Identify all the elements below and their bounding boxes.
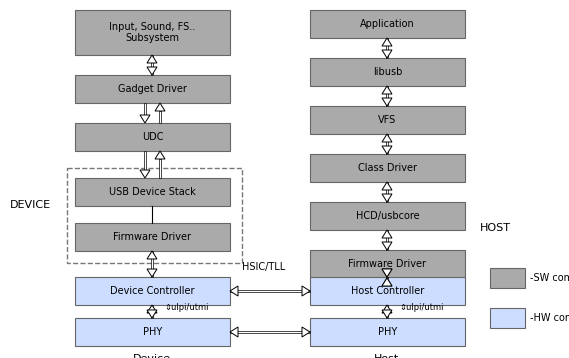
Text: PHY: PHY <box>143 327 162 337</box>
Bar <box>310 154 465 182</box>
Bar <box>75 123 230 151</box>
Polygon shape <box>147 269 157 277</box>
Polygon shape <box>382 50 392 58</box>
Text: Firmware Driver: Firmware Driver <box>113 232 192 242</box>
Bar <box>75 75 230 103</box>
Polygon shape <box>147 305 157 313</box>
Text: PHY: PHY <box>378 327 397 337</box>
Text: Host: Host <box>374 354 399 358</box>
Bar <box>386 134 387 154</box>
Polygon shape <box>382 146 392 154</box>
Text: ⇕ulpi/utmi: ⇕ulpi/utmi <box>399 304 443 313</box>
Text: Device Controller: Device Controller <box>110 286 195 296</box>
Text: -HW comp: -HW comp <box>530 313 569 323</box>
Polygon shape <box>147 67 157 75</box>
Polygon shape <box>382 86 392 94</box>
Polygon shape <box>140 115 150 123</box>
Bar <box>310 106 465 134</box>
Text: Gadget Driver: Gadget Driver <box>118 84 187 94</box>
Bar <box>75 178 230 206</box>
Bar <box>159 111 161 123</box>
Text: HOST: HOST <box>480 223 511 233</box>
Polygon shape <box>382 194 392 202</box>
Bar <box>75 277 230 305</box>
Bar <box>386 38 387 58</box>
Text: -SW comp: -SW comp <box>530 273 569 283</box>
Polygon shape <box>382 278 392 286</box>
Polygon shape <box>382 182 392 190</box>
Polygon shape <box>230 286 238 296</box>
Polygon shape <box>155 151 165 159</box>
Bar <box>151 55 152 75</box>
Bar <box>145 151 146 170</box>
Text: VFS: VFS <box>378 115 397 125</box>
Polygon shape <box>302 327 310 337</box>
Polygon shape <box>382 98 392 106</box>
Bar <box>386 182 387 202</box>
Bar <box>159 159 161 178</box>
Bar <box>230 290 310 292</box>
Polygon shape <box>382 230 392 238</box>
Bar <box>67 168 242 263</box>
Text: HCD/usbcore: HCD/usbcore <box>356 211 419 221</box>
Bar <box>386 277 387 278</box>
Text: HSIC/TLL: HSIC/TLL <box>242 262 286 272</box>
Bar <box>75 318 230 346</box>
Bar <box>386 305 387 318</box>
Bar <box>490 308 525 328</box>
Bar <box>310 277 465 305</box>
Text: libusb: libusb <box>373 67 402 77</box>
Bar <box>310 318 465 346</box>
Bar <box>151 305 152 318</box>
Bar <box>386 230 387 250</box>
Polygon shape <box>382 38 392 46</box>
Bar <box>310 202 465 230</box>
Text: USB Device Stack: USB Device Stack <box>109 187 196 197</box>
Polygon shape <box>230 327 238 337</box>
Polygon shape <box>382 242 392 250</box>
Polygon shape <box>382 134 392 142</box>
Polygon shape <box>382 278 392 286</box>
Bar <box>151 251 152 277</box>
Polygon shape <box>302 286 310 296</box>
Polygon shape <box>382 269 392 277</box>
Bar <box>310 58 465 86</box>
Text: Host Controller: Host Controller <box>351 286 424 296</box>
Text: Application: Application <box>360 19 415 29</box>
Polygon shape <box>140 170 150 178</box>
Polygon shape <box>382 269 392 277</box>
Text: Class Driver: Class Driver <box>358 163 417 173</box>
Polygon shape <box>382 305 392 313</box>
Text: DEVICE: DEVICE <box>10 200 51 210</box>
Bar <box>75 223 230 251</box>
Bar <box>310 250 465 278</box>
Bar <box>490 268 525 288</box>
Bar <box>310 10 465 38</box>
Polygon shape <box>147 55 157 63</box>
Bar <box>230 331 310 333</box>
Text: Input, Sound, FS..
Subsystem: Input, Sound, FS.. Subsystem <box>109 22 196 43</box>
Polygon shape <box>155 103 165 111</box>
Bar <box>75 10 230 55</box>
Polygon shape <box>382 310 392 318</box>
Polygon shape <box>147 310 157 318</box>
Text: UDC: UDC <box>142 132 163 142</box>
Bar <box>386 277 387 278</box>
Text: Firmware Driver: Firmware Driver <box>348 259 427 269</box>
Bar <box>145 103 146 115</box>
Polygon shape <box>147 251 157 259</box>
Text: ⇕ulpi/utmi: ⇕ulpi/utmi <box>164 304 208 313</box>
Bar <box>386 86 387 106</box>
Text: Device: Device <box>133 354 171 358</box>
